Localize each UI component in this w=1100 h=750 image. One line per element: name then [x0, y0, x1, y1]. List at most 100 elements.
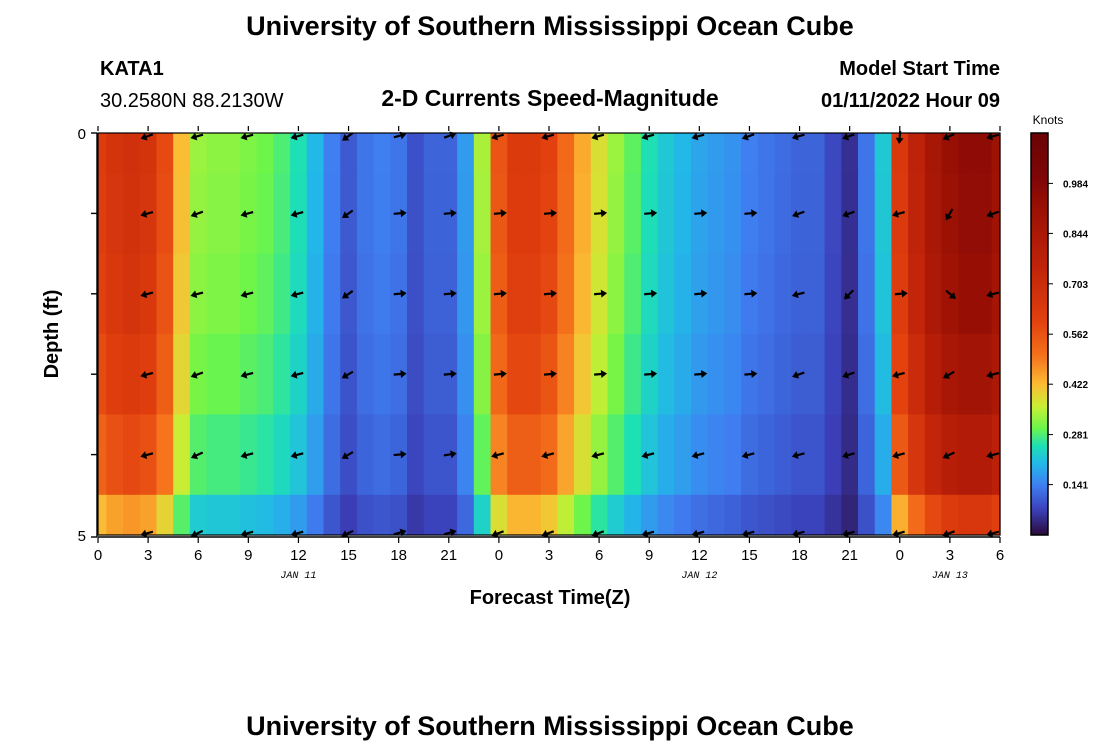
x-tick-label: 18	[390, 547, 407, 564]
current-arrow	[744, 370, 758, 379]
heatmap-cell	[173, 133, 191, 174]
heatmap-cell	[941, 133, 959, 174]
heatmap-cell	[874, 133, 893, 174]
current-arrow-head	[450, 209, 457, 218]
heatmap-cell	[974, 414, 993, 496]
current-arrow	[140, 210, 154, 218]
current-arrow-head	[942, 133, 950, 141]
current-arrow-head	[541, 451, 549, 459]
current-arrow-head	[691, 451, 699, 459]
heatmap-cell	[490, 133, 508, 174]
heatmap-cell	[106, 253, 124, 335]
current-arrow-head	[342, 291, 350, 299]
current-arrow-head	[140, 210, 148, 218]
model-start-value: 01/11/2022 Hour 09	[821, 90, 1000, 112]
heatmap-cell	[523, 253, 542, 335]
heatmap-cell	[98, 173, 107, 255]
heatmap-cell	[741, 494, 759, 536]
current-arrow	[791, 451, 805, 459]
current-arrow	[541, 529, 555, 538]
current-arrow	[443, 528, 457, 537]
heatmap-cell	[373, 133, 391, 174]
current-arrow	[694, 289, 708, 298]
heatmap-cell	[223, 414, 241, 496]
heatmap-cell	[824, 173, 842, 255]
heatmap-cell	[273, 133, 291, 174]
current-arrow	[491, 529, 504, 538]
current-arrow-head	[842, 371, 850, 379]
current-arrow-head	[190, 290, 198, 299]
heatmap-cell	[256, 253, 274, 335]
date-label: JAN 11	[280, 571, 316, 582]
current-arrow	[493, 209, 507, 218]
current-arrow	[342, 132, 354, 141]
current-arrow-head	[140, 290, 148, 299]
current-arrow-head	[986, 132, 994, 141]
heatmap-cell	[340, 133, 358, 174]
heatmap-cell	[640, 494, 659, 536]
current-arrow-head	[550, 289, 557, 298]
heatmap-cell	[757, 494, 776, 536]
current-arrow	[493, 370, 507, 379]
current-arrow	[290, 370, 304, 379]
current-arrow-head	[895, 137, 904, 144]
colorbar-ticks: 0.141 0.281 0.422 0.562 0.703 0.844 0.984	[1048, 179, 1088, 492]
heatmap-cell	[407, 173, 425, 255]
heatmap-cell	[874, 494, 893, 536]
heatmap-cell	[557, 173, 575, 255]
heatmap-cell	[690, 133, 709, 174]
heatmap-cell	[423, 334, 442, 415]
current-arrow	[543, 370, 557, 379]
current-arrow	[691, 529, 705, 538]
heatmap-cell	[523, 173, 542, 255]
heatmap-cell	[657, 494, 675, 536]
heatmap-cell	[607, 173, 625, 255]
heatmap-cell	[674, 173, 692, 255]
heatmap-cell	[707, 173, 725, 255]
heatmap-cell	[924, 133, 943, 174]
heatmap-cell	[657, 173, 675, 255]
heatmap-cell	[757, 334, 776, 415]
heatmap-cell	[807, 173, 826, 255]
footer-title: University of Southern Mississippi Ocean…	[246, 711, 854, 741]
current-arrow	[741, 451, 755, 459]
current-arrow	[240, 370, 254, 379]
current-arrow-head	[500, 209, 507, 218]
heatmap-cell	[356, 414, 375, 496]
heatmap-cell	[607, 494, 625, 536]
heatmap-cell	[674, 253, 692, 335]
heatmap-cell	[574, 334, 592, 415]
heatmap-cell	[624, 494, 642, 536]
heatmap-cell	[824, 494, 842, 536]
current-arrow	[591, 529, 605, 538]
current-arrow	[491, 451, 505, 459]
current-arrow	[986, 132, 1000, 141]
current-arrow-head	[240, 210, 248, 218]
heatmap-cell	[707, 494, 725, 536]
x-tick-label: 0	[94, 547, 102, 564]
current-arrow	[140, 451, 154, 459]
current-arrow	[892, 210, 905, 218]
current-arrow	[986, 210, 1000, 218]
heatmap-cell	[473, 334, 492, 415]
current-arrow-head	[650, 370, 658, 379]
heatmap-cell	[974, 173, 993, 255]
heatmap-cell	[991, 133, 1001, 174]
heatmap-cell	[841, 133, 859, 174]
current-arrow	[641, 132, 655, 141]
current-arrow	[641, 451, 655, 459]
colorbar-tick-label: 0.562	[1063, 330, 1088, 341]
heatmap-cell	[607, 334, 625, 415]
heatmap-cell	[473, 173, 492, 255]
current-arrow-head	[341, 452, 349, 460]
current-arrow	[842, 371, 855, 379]
heatmap-cell	[557, 253, 575, 335]
heatmap-cell	[340, 494, 358, 536]
current-arrow-head	[892, 370, 899, 379]
current-arrow-head	[240, 529, 248, 538]
heatmap-cell	[958, 253, 976, 335]
current-arrow-head	[140, 370, 148, 379]
heatmap-cell	[774, 253, 792, 335]
heatmap-cell	[306, 253, 325, 335]
current-arrow	[641, 529, 655, 538]
